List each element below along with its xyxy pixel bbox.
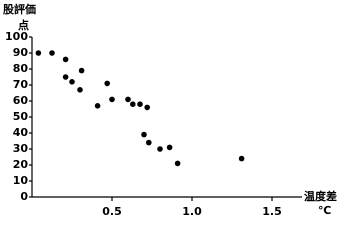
x-tick-label: 1.5	[262, 205, 282, 218]
y-tick-label: 30	[13, 142, 29, 155]
point	[141, 131, 147, 138]
x-tick-label: 1.0	[182, 205, 202, 218]
point	[62, 74, 69, 80]
x-axis-label: 温度差	[304, 189, 337, 203]
y-tick-label: 0	[20, 190, 28, 203]
chart: 股評価 点 温度差 ℃ 0 10 20 30 40 50 60 70 80 90 100 0.5 1.0…	[3, 2, 337, 218]
point	[157, 146, 163, 152]
point	[62, 56, 69, 63]
x-axis-unit: ℃	[318, 204, 331, 217]
point	[137, 101, 143, 107]
y-tick-label: 100	[5, 30, 28, 43]
y-tick-label: 60	[13, 94, 29, 107]
y-tick-label: 10	[13, 174, 29, 187]
point	[109, 96, 115, 103]
y-tick-label: 40	[13, 126, 29, 139]
point	[104, 80, 110, 87]
y-tick-label: 90	[13, 46, 29, 59]
point	[174, 160, 181, 167]
y-axis-label: 点	[18, 18, 29, 32]
chart-title: 股評価	[3, 2, 36, 16]
point	[49, 50, 55, 56]
point	[130, 101, 136, 107]
point	[78, 67, 85, 74]
point	[94, 103, 101, 109]
point	[146, 139, 152, 146]
y-tick-label: 20	[13, 158, 29, 171]
point	[166, 144, 173, 151]
y-tick-label: 50	[13, 110, 29, 123]
x-tick-label: 0.5	[102, 205, 122, 218]
point	[69, 79, 75, 85]
point	[238, 155, 245, 162]
point	[77, 87, 83, 93]
point	[35, 50, 42, 56]
y-tick-label: 80	[13, 62, 29, 75]
y-tick-label: 70	[13, 78, 29, 91]
point	[144, 104, 150, 111]
point	[125, 96, 131, 103]
